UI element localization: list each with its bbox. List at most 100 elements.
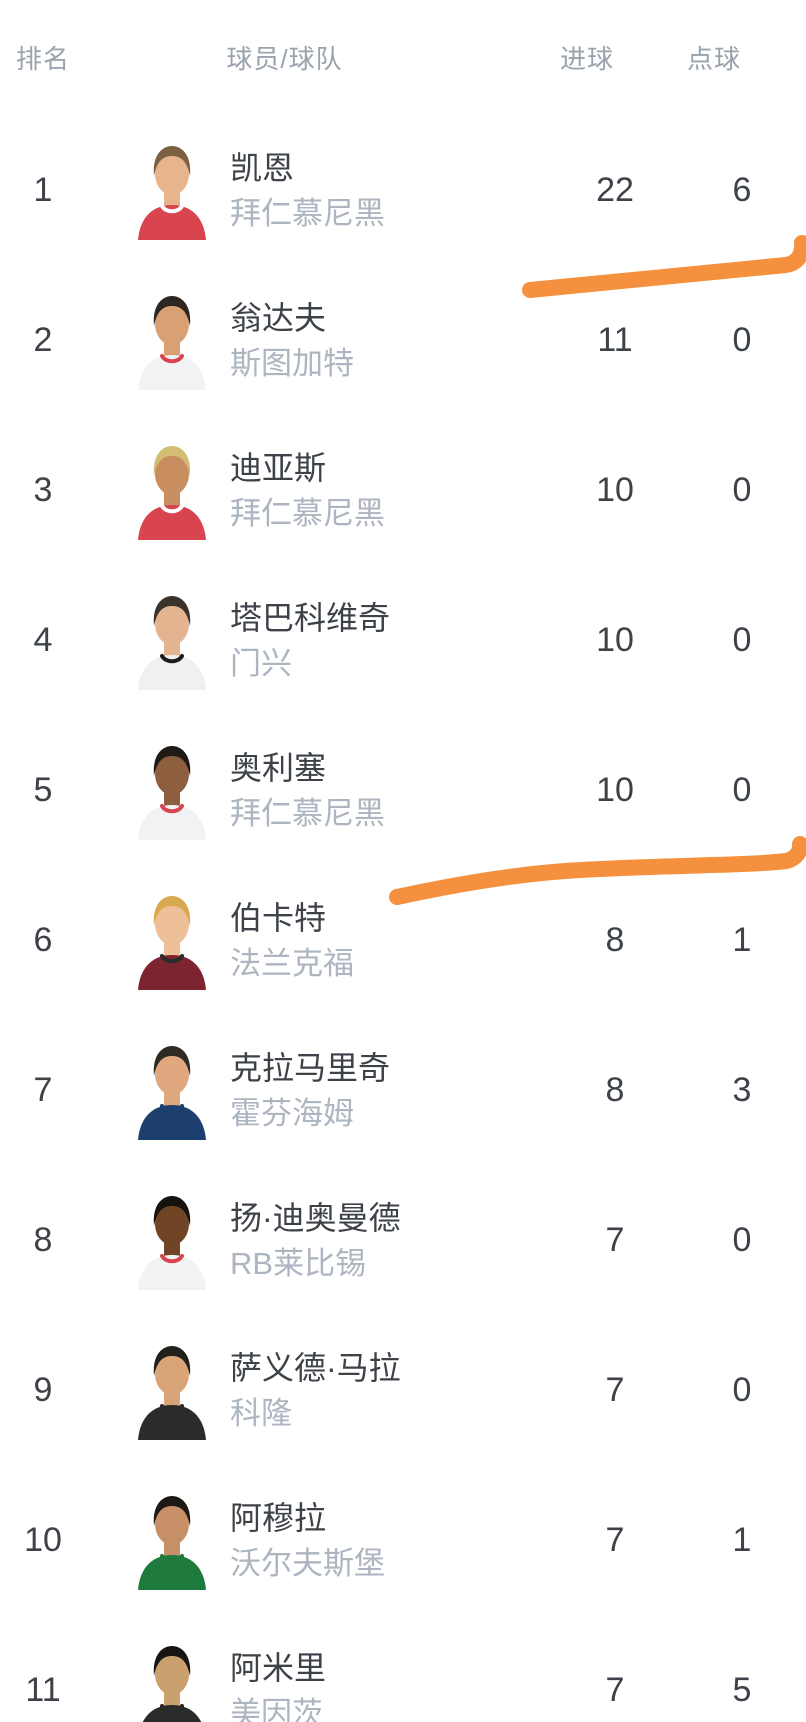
player-photo: [132, 1040, 212, 1140]
player-goals: 7: [605, 1670, 625, 1709]
player-name: 扬·迪奥曼德: [230, 1199, 401, 1236]
player-penalties: 0: [732, 470, 752, 509]
player-info: 塔巴科维奇 门兴: [230, 599, 565, 682]
headshot-image: [138, 1196, 206, 1290]
player-info: 奥利塞 拜仁慕尼黑: [230, 749, 565, 832]
player-penalties: 0: [732, 620, 752, 659]
player-row[interactable]: 11 阿米里 美因茨 7 5: [0, 1615, 806, 1722]
player-penalties: 1: [732, 920, 752, 959]
headshot-image: [138, 1496, 206, 1590]
player-photo: [132, 590, 212, 690]
player-team: 沃尔夫斯堡: [230, 1545, 385, 1581]
player-info: 萨义德·马拉 科隆: [230, 1349, 565, 1432]
player-photo: [132, 890, 212, 990]
player-goals: 10: [596, 620, 634, 659]
header-goals: 进球: [559, 44, 614, 74]
headshot-image: [138, 1346, 206, 1440]
player-rank: 7: [33, 1070, 53, 1109]
player-penalties: 0: [732, 1370, 752, 1409]
player-row[interactable]: 2 翁达夫 斯图加特 11 0: [0, 265, 806, 415]
player-team: 门兴: [230, 645, 292, 681]
player-rank: 10: [24, 1520, 62, 1559]
player-photo: [132, 140, 212, 240]
player-info: 翁达夫 斯图加特: [230, 299, 565, 382]
player-info: 阿穆拉 沃尔夫斯堡: [230, 1499, 565, 1582]
player-team: 拜仁慕尼黑: [230, 495, 385, 531]
player-goals: 10: [596, 470, 634, 509]
player-team: 法兰克福: [230, 945, 354, 981]
player-photo: [132, 1640, 212, 1722]
player-photo: [132, 740, 212, 840]
player-team: 斯图加特: [230, 345, 354, 381]
player-rank: 6: [33, 920, 53, 959]
headshot-image: [142, 1646, 202, 1722]
player-goals: 8: [605, 920, 625, 959]
player-penalties: 3: [732, 1070, 752, 1109]
player-row[interactable]: 7 克拉马里奇 霍芬海姆 8 3: [0, 1015, 806, 1165]
player-goals: 22: [596, 170, 634, 209]
headshot-image: [138, 746, 206, 840]
player-rank: 5: [33, 770, 53, 809]
player-photo: [132, 1340, 212, 1440]
player-row[interactable]: 1 凯恩 拜仁慕尼黑 22 6: [0, 115, 806, 265]
player-team: 拜仁慕尼黑: [230, 195, 385, 231]
headshot-image: [138, 1046, 206, 1140]
player-rank: 4: [33, 620, 53, 659]
player-name: 塔巴科维奇: [230, 599, 391, 636]
player-name: 克拉马里奇: [230, 1049, 391, 1086]
player-name: 凯恩: [230, 149, 295, 186]
player-team: 美因茨: [230, 1695, 323, 1722]
player-name: 翁达夫: [230, 299, 327, 336]
player-goals: 10: [596, 770, 634, 809]
player-info: 扬·迪奥曼德 RB莱比锡: [230, 1199, 565, 1282]
player-rank: 8: [33, 1220, 53, 1259]
player-rank: 9: [33, 1370, 53, 1409]
header-penalties: 点球: [686, 44, 741, 74]
player-row[interactable]: 5 奥利塞 拜仁慕尼黑 10 0: [0, 715, 806, 865]
player-penalties: 1: [732, 1520, 752, 1559]
player-info: 迪亚斯 拜仁慕尼黑: [230, 449, 565, 532]
player-photo: [132, 290, 212, 390]
player-row[interactable]: 10 阿穆拉 沃尔夫斯堡 7 1: [0, 1465, 806, 1615]
headshot-image: [138, 446, 206, 540]
player-penalties: 0: [732, 320, 752, 359]
player-name: 迪亚斯: [230, 449, 327, 486]
player-photo: [132, 440, 212, 540]
player-info: 克拉马里奇 霍芬海姆: [230, 1049, 565, 1132]
headshot-image: [138, 146, 206, 240]
headshot-image: [138, 596, 206, 690]
player-goals: 7: [605, 1370, 625, 1409]
player-goals: 7: [605, 1220, 625, 1259]
player-row[interactable]: 3 迪亚斯 拜仁慕尼黑 10 0: [0, 415, 806, 565]
player-team: 霍芬海姆: [230, 1095, 354, 1131]
player-penalties: 0: [732, 1220, 752, 1259]
player-team: RB莱比锡: [230, 1245, 367, 1281]
headshot-image: [138, 896, 206, 990]
player-goals: 7: [605, 1520, 625, 1559]
player-row[interactable]: 8 扬·迪奥曼德 RB莱比锡 7 0: [0, 1165, 806, 1315]
player-row[interactable]: 6 伯卡特 法兰克福 8 1: [0, 865, 806, 1015]
player-name: 阿米里: [230, 1649, 327, 1686]
player-name: 奥利塞: [230, 749, 327, 786]
player-penalties: 6: [732, 170, 752, 209]
player-name: 萨义德·马拉: [230, 1349, 401, 1386]
player-info: 阿米里 美因茨: [230, 1649, 565, 1722]
player-info: 伯卡特 法兰克福: [230, 899, 565, 982]
scorers-list: 1 凯恩 拜仁慕尼黑 22 6 2 翁达夫 斯图加特 11 0 3 迪亚斯 拜仁…: [0, 115, 806, 1722]
player-photo: [132, 1490, 212, 1590]
player-row[interactable]: 4 塔巴科维奇 门兴 10 0: [0, 565, 806, 715]
player-name: 伯卡特: [230, 899, 327, 936]
player-rank: 3: [33, 470, 53, 509]
player-rank: 2: [33, 320, 53, 359]
player-rank: 1: [33, 170, 53, 209]
player-team: 科隆: [230, 1395, 292, 1431]
header-player-team: 球员/球队: [226, 44, 343, 74]
header-rank: 排名: [15, 44, 70, 74]
headshot-image: [138, 296, 206, 390]
player-name: 阿穆拉: [230, 1499, 327, 1536]
player-rank: 11: [25, 1670, 61, 1709]
player-row[interactable]: 9 萨义德·马拉 科隆 7 0: [0, 1315, 806, 1465]
player-team: 拜仁慕尼黑: [230, 795, 385, 831]
player-penalties: 0: [732, 770, 752, 809]
